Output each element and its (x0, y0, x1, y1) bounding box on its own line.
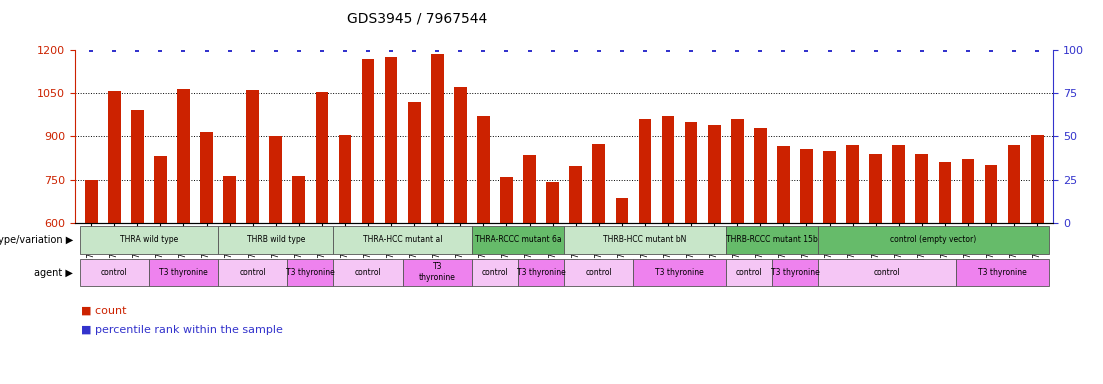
Bar (269, 136, 282, 223)
Bar (546, 182, 559, 223)
Bar (956, 259, 1049, 286)
Bar (333, 226, 472, 254)
Bar (915, 154, 929, 223)
Bar (154, 157, 167, 223)
Bar (564, 259, 633, 286)
Bar (662, 116, 674, 223)
Bar (85, 180, 97, 223)
Bar (1008, 145, 1020, 223)
Bar (800, 149, 813, 223)
Bar (731, 119, 743, 223)
Bar (592, 144, 606, 223)
Text: T3 thyronine: T3 thyronine (978, 268, 1027, 276)
Bar (892, 145, 906, 223)
Bar (246, 90, 259, 223)
Bar (726, 259, 772, 286)
Bar (639, 119, 651, 223)
Text: GDS3945 / 7967544: GDS3945 / 7967544 (347, 12, 488, 25)
Bar (149, 259, 218, 286)
Bar (823, 151, 836, 223)
Bar (218, 226, 333, 254)
Text: THRA wild type: THRA wild type (120, 235, 178, 244)
Text: THRA-RCCC mutant 6a: THRA-RCCC mutant 6a (474, 235, 561, 244)
Bar (777, 146, 790, 223)
Bar (818, 226, 1049, 254)
Bar (869, 154, 882, 223)
Bar (362, 59, 374, 223)
Text: control: control (736, 268, 762, 276)
Bar (223, 176, 236, 223)
Bar (615, 198, 629, 223)
Text: T3 thyronine: T3 thyronine (159, 268, 207, 276)
Text: T3 thyronine: T3 thyronine (771, 268, 820, 276)
Text: control: control (874, 268, 901, 276)
Bar (518, 259, 564, 286)
Bar (131, 109, 143, 223)
Bar (685, 122, 697, 223)
Text: ■ count: ■ count (81, 306, 126, 316)
Bar (754, 127, 767, 223)
Bar (454, 88, 467, 223)
Bar (403, 259, 472, 286)
Bar (287, 259, 333, 286)
Bar (315, 92, 329, 223)
Bar (818, 259, 956, 286)
Text: control: control (100, 268, 128, 276)
Text: control (empty vector): control (empty vector) (890, 235, 976, 244)
Bar (200, 132, 213, 223)
Bar (708, 125, 720, 223)
Bar (1031, 135, 1043, 223)
Text: THRA-HCC mutant al: THRA-HCC mutant al (363, 235, 442, 244)
Bar (472, 226, 565, 254)
Text: THRB-RCCC mutant 15b: THRB-RCCC mutant 15b (726, 235, 817, 244)
Bar (79, 226, 218, 254)
Text: ■ percentile rank within the sample: ■ percentile rank within the sample (81, 325, 282, 335)
Bar (292, 176, 306, 223)
Bar (408, 102, 420, 223)
Bar (846, 145, 859, 223)
Bar (985, 165, 997, 223)
Bar (939, 162, 951, 223)
Text: agent ▶: agent ▶ (34, 268, 73, 278)
Text: T3 thyronine: T3 thyronine (655, 268, 704, 276)
Text: control: control (239, 268, 266, 276)
Text: control: control (482, 268, 508, 276)
Text: control: control (586, 268, 612, 276)
Text: T3
thyronine: T3 thyronine (419, 262, 456, 282)
Bar (523, 155, 536, 223)
Bar (385, 57, 397, 223)
Bar (772, 259, 818, 286)
Bar (726, 226, 818, 254)
Text: THRB-HCC mutant bN: THRB-HCC mutant bN (603, 235, 687, 244)
Bar (79, 259, 149, 286)
Text: control: control (355, 268, 382, 276)
Bar (218, 259, 287, 286)
Text: T3 thyronine: T3 thyronine (286, 268, 334, 276)
Bar (569, 166, 582, 223)
Text: genotype/variation ▶: genotype/variation ▶ (0, 235, 73, 245)
Bar (178, 89, 190, 223)
Bar (339, 135, 352, 223)
Bar (633, 259, 726, 286)
Text: THRB wild type: THRB wild type (247, 235, 304, 244)
Bar (478, 116, 490, 223)
Bar (472, 259, 518, 286)
Bar (108, 91, 120, 223)
Text: T3 thyronine: T3 thyronine (516, 268, 566, 276)
Bar (333, 259, 403, 286)
Bar (500, 177, 513, 223)
Bar (564, 226, 726, 254)
Bar (962, 159, 974, 223)
Bar (431, 54, 443, 223)
